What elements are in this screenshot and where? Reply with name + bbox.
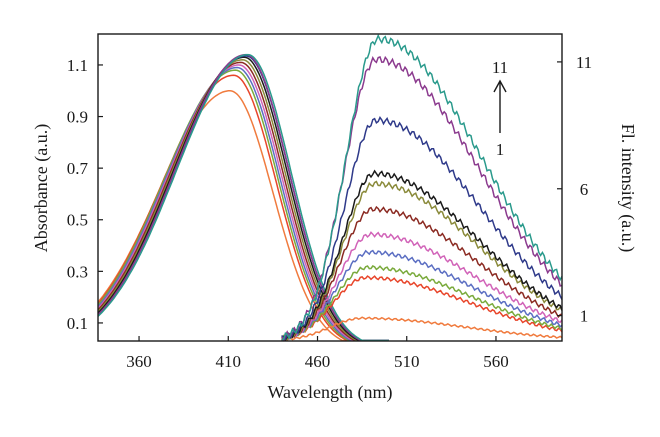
fluorescence-series-line-9 (281, 116, 563, 341)
fluorescence-series-line-1 (281, 316, 563, 341)
absorbance-series-line-4 (97, 66, 389, 342)
fluorescence-series-line-7 (281, 180, 563, 341)
x-tick-label: 560 (483, 352, 509, 371)
annotation-top-label: 11 (492, 58, 508, 77)
y-left-tick-label: 0.1 (67, 314, 88, 333)
fluorescence-series-line-2 (281, 275, 563, 341)
fluorescence-series-line-4 (281, 249, 563, 342)
y-right-tick-label: 6 (580, 180, 589, 199)
fluorescence-series-line-3 (281, 265, 563, 341)
fluorescence-series-line-5 (281, 231, 563, 342)
y-left-tick-label: 0.5 (67, 211, 88, 230)
fluorescence-series-line-8 (281, 169, 563, 342)
absorbance-series-line-5 (97, 64, 389, 342)
absorbance-series-line-7 (97, 59, 389, 342)
absorbance-series-line-10 (97, 53, 389, 342)
annotation-arrow-head (493, 79, 507, 93)
y-axis-right-label: Fl. intensity (a.u.) (617, 124, 638, 253)
x-tick-label: 460 (305, 352, 331, 371)
y-axis-left-label: Absorbance (a.u.) (31, 124, 52, 252)
fluorescence-series-line-6 (281, 205, 563, 341)
x-tick-label: 410 (216, 352, 242, 371)
y-left-tick-label: 1.1 (67, 56, 88, 75)
x-axis-label: Wavelength (nm) (267, 382, 392, 403)
plot-frame (97, 33, 563, 342)
y-right-tick-label: 1 (580, 307, 589, 326)
absorbance-series-line-1 (97, 90, 389, 342)
y-right-tick-label: 11 (576, 53, 592, 72)
y-left-tick-label: 0.9 (67, 108, 88, 127)
absorbance-series-line-3 (97, 69, 389, 342)
annotation-bottom-label: 1 (496, 140, 505, 159)
y-left-tick-label: 0.7 (67, 159, 89, 178)
series-layer (97, 33, 563, 342)
absorbance-series-line-11 (97, 53, 389, 342)
x-tick-label: 510 (394, 352, 420, 371)
absorbance-series-line-9 (97, 55, 389, 342)
series-order-annotation: 11 1 (492, 58, 508, 159)
tick-layer: 360 410 460 510 560 0.1 0.3 0.5 0.7 0.9 1.1 1 6 11 (67, 53, 592, 371)
fluorescence-series-line-11 (281, 33, 563, 341)
y-left-tick-label: 0.3 (67, 262, 88, 281)
x-tick-label: 360 (126, 352, 152, 371)
absorbance-series-line-8 (97, 56, 389, 342)
absorbance-series-line-6 (97, 61, 389, 342)
